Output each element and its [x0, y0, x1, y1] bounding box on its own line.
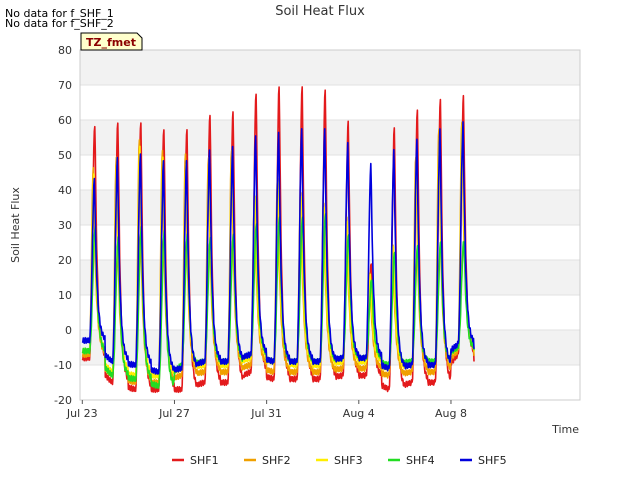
legend-label-shf1: SHF1	[190, 454, 219, 467]
y-tick-label: 70	[58, 79, 72, 92]
grid-band	[80, 50, 580, 85]
y-tick-label: 0	[65, 324, 72, 337]
y-tick-label: 20	[58, 254, 72, 267]
y-axis-label: Soil Heat Flux	[9, 187, 22, 263]
legend: SHF1 SHF2 SHF3 SHF4 SHF5	[172, 454, 507, 467]
plot-frame	[79, 49, 581, 401]
series-line-shf5	[81, 121, 475, 375]
no-data-message-2: No data for f_SHF_2	[5, 17, 114, 30]
no-data-message-1: No data for f_SHF_1	[5, 7, 114, 20]
legend-label-shf2: SHF2	[262, 454, 291, 467]
y-tick-label: 30	[58, 219, 72, 232]
y-tick-label: -10	[54, 359, 72, 372]
badge-box	[80, 32, 143, 51]
y-tick-label: 10	[58, 289, 72, 302]
chart-title: Soil Heat Flux	[275, 4, 365, 19]
badge-label: TZ_fmet	[86, 36, 136, 49]
y-tick-label: 50	[58, 149, 72, 162]
legend-label-shf5: SHF5	[478, 454, 507, 467]
x-tick-label: Jul 23	[66, 407, 98, 420]
grid-band	[80, 260, 580, 295]
x-tick-label: Aug 8	[435, 407, 467, 420]
legend-label-shf4: SHF4	[406, 454, 435, 467]
legend-label-shf3: SHF3	[334, 454, 363, 467]
y-tick-label: 80	[58, 44, 72, 57]
x-tick-label: Aug 4	[343, 407, 375, 420]
grid-band	[80, 120, 580, 155]
tz-badge: TZ_fmet	[80, 32, 143, 51]
x-tick-label: Jul 31	[250, 407, 282, 420]
y-tick-label: -20	[54, 394, 72, 407]
x-tick-label: Jul 27	[158, 407, 190, 420]
x-axis-label: Time	[551, 423, 579, 436]
y-tick-label: 40	[58, 184, 72, 197]
grid-band	[80, 190, 580, 225]
y-tick-label: 60	[58, 114, 72, 127]
